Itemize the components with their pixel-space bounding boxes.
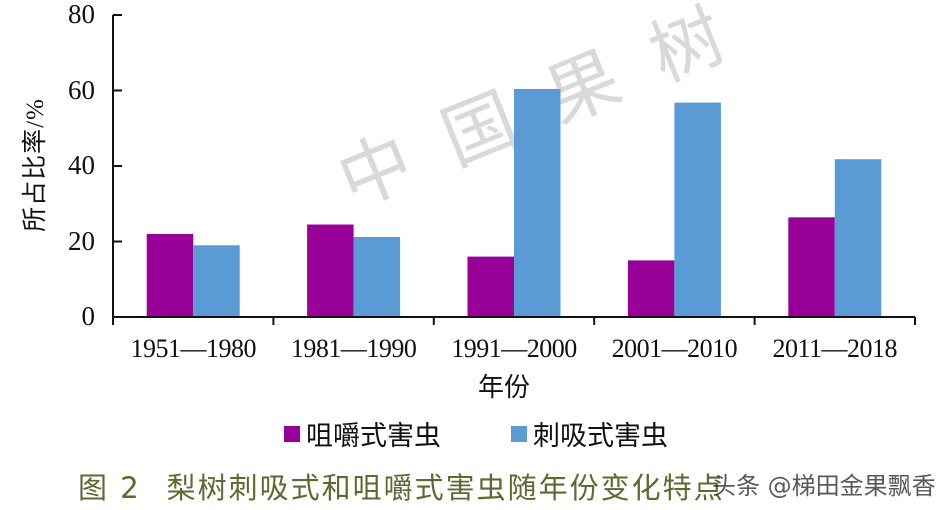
- legend-item-sucking: 刺吸式害虫: [511, 414, 668, 453]
- y-tick-label: 40: [68, 150, 95, 180]
- x-tick-label: 1951—1980: [130, 334, 256, 363]
- bar: [193, 245, 240, 317]
- x-tick-label: 1991—2000: [451, 334, 577, 363]
- bar: [834, 159, 882, 317]
- y-tick-label: 60: [68, 74, 95, 105]
- bar: [627, 260, 675, 317]
- y-tick-label: 0: [81, 301, 96, 331]
- legend: 咀嚼式害虫 刺吸式害虫: [284, 414, 738, 453]
- x-axis-label: 年份: [477, 373, 530, 402]
- bar: [788, 217, 835, 317]
- x-tick-label: 2001—2010: [611, 334, 738, 363]
- x-tick-label: 2011—2018: [772, 334, 898, 363]
- overlay-watermark: 头条 @梯田金果飘香: [712, 472, 936, 500]
- x-tick-label: 1981—1990: [290, 334, 417, 363]
- legend-swatch-blue: [511, 425, 527, 442]
- bar: [353, 236, 401, 317]
- bar: [146, 233, 194, 317]
- bar: [467, 256, 514, 317]
- legend-label: 刺吸式害虫: [533, 421, 668, 451]
- bar: [307, 224, 354, 317]
- legend-swatch-purple: [284, 425, 300, 442]
- y-tick-label: 80: [68, 0, 95, 29]
- bar: [514, 88, 561, 318]
- caption-text: 梨树刺吸式和咀嚼式害虫随年份变化特点: [166, 471, 725, 505]
- y-tick-label: 20: [68, 225, 95, 256]
- chart-canvas: [112, 14, 916, 325]
- y-axis-label: 所占比率/%: [22, 98, 49, 232]
- legend-label: 咀嚼式害虫: [306, 421, 441, 451]
- figure-number: 图 2: [78, 471, 141, 505]
- figure-caption: 图 2 梨树刺吸式和咀嚼式害虫随年份变化特点: [78, 465, 725, 507]
- bar: [674, 102, 721, 317]
- legend-item-chewing: 咀嚼式害虫: [284, 414, 441, 453]
